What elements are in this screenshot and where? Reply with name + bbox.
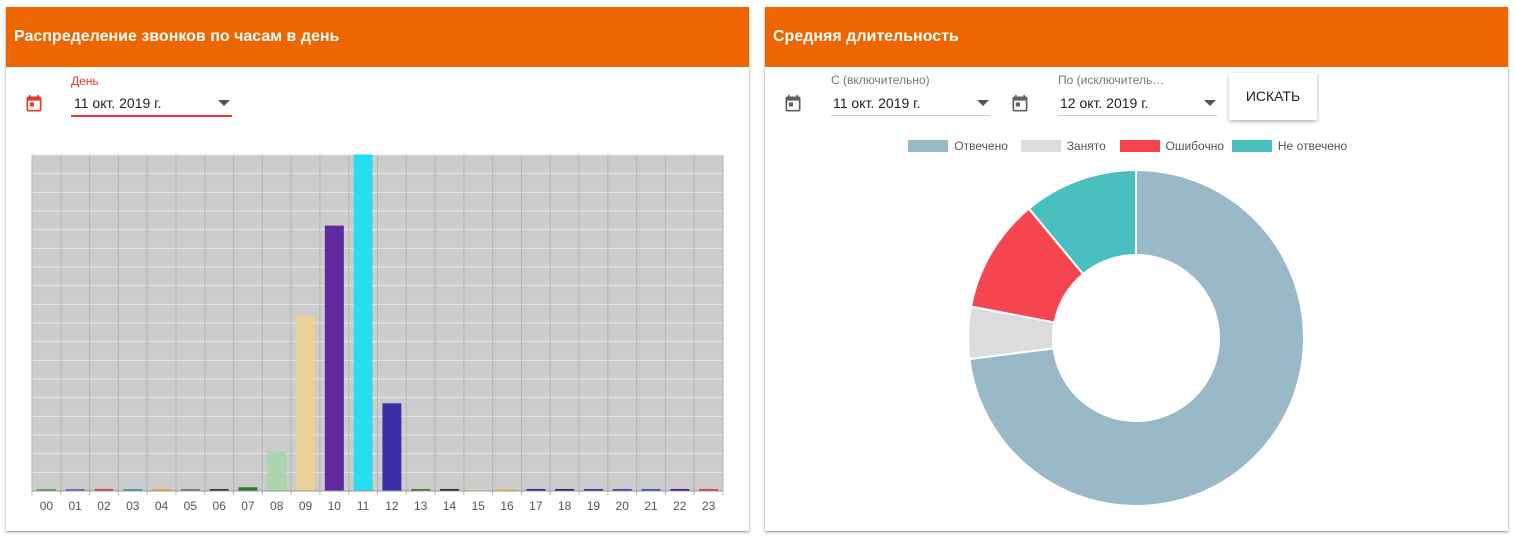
bar-12[interactable] — [382, 403, 402, 492]
x-tick-07: 07 — [241, 499, 255, 513]
x-tick-02: 02 — [97, 499, 111, 513]
x-tick-21: 21 — [644, 499, 658, 513]
to-date-underline — [1058, 115, 1217, 116]
calendar-to-icon[interactable] — [1010, 94, 1030, 114]
x-tick-17: 17 — [529, 499, 543, 513]
bar-09[interactable] — [296, 316, 316, 492]
x-tick-22: 22 — [673, 499, 687, 513]
hourly-calls-title: Распределение звонков по часам в день — [6, 7, 749, 67]
x-tick-12: 12 — [385, 499, 399, 513]
legend-label: Отвечено — [954, 139, 1008, 153]
x-tick-08: 08 — [270, 499, 284, 513]
to-date-value[interactable]: 12 окт. 2019 г. — [1060, 95, 1149, 111]
avg-duration-card: Средняя длительность С (включительно) 11… — [765, 7, 1508, 531]
chevron-down-icon[interactable] — [1204, 100, 1216, 106]
legend-label: Не отвечено — [1277, 139, 1348, 153]
x-tick-11: 11 — [357, 499, 370, 513]
donut-legend: Отвечено Занято Ошибочно Не отвечено — [765, 139, 1508, 155]
hourly-bar-chart: 00 01 02 03 04 05 06 07 08 09 10 11 12 13 14 15 16 17 18 19… — [31, 154, 724, 513]
calendar-from-icon[interactable] — [783, 94, 803, 114]
day-label: День — [71, 74, 99, 88]
x-tick-18: 18 — [558, 499, 572, 513]
avg-duration-donut-chart — [967, 168, 1305, 507]
x-tick-04: 04 — [155, 499, 169, 513]
legend-swatch — [908, 140, 949, 152]
x-tick-03: 03 — [126, 499, 140, 513]
x-tick-10: 10 — [328, 499, 342, 513]
legend-label: Ошибочно — [1165, 139, 1225, 153]
donut-slice-1[interactable] — [968, 168, 1305, 507]
x-tick-00: 00 — [40, 499, 54, 513]
to-date-label: По (исключитель… — [1058, 73, 1165, 87]
x-tick-06: 06 — [212, 499, 226, 513]
x-tick-20: 20 — [616, 499, 630, 513]
legend-label: Занято — [1066, 139, 1106, 153]
bar-08[interactable] — [267, 451, 287, 492]
legend-swatch — [1231, 140, 1272, 152]
x-tick-05: 05 — [184, 499, 198, 513]
x-tick-09: 09 — [299, 499, 313, 513]
day-value[interactable]: 11 окт. 2019 г. — [74, 95, 162, 111]
search-button[interactable]: ИСКАТЬ — [1229, 73, 1317, 120]
legend-swatch — [1119, 140, 1160, 152]
bar-11[interactable] — [353, 154, 373, 492]
bar-10[interactable] — [324, 225, 344, 492]
hourly-calls-card: Распределение звонков по часам в день Де… — [6, 7, 749, 531]
x-tick-14: 14 — [443, 499, 457, 513]
chevron-down-icon[interactable] — [977, 100, 989, 106]
x-tick-23: 23 — [702, 499, 716, 513]
to-date-field[interactable]: По (исключитель… 12 окт. 2019 г. — [1058, 73, 1217, 117]
x-tick-13: 13 — [414, 499, 428, 513]
x-tick-16: 16 — [500, 499, 514, 513]
donut-slice-4[interactable] — [1027, 168, 1137, 276]
from-date-label: С (включительно) — [831, 73, 930, 87]
legend-swatch — [1020, 140, 1061, 152]
calendar-icon[interactable] — [24, 94, 44, 114]
from-date-field[interactable]: С (включительно) 11 окт. 2019 г. — [831, 73, 990, 117]
day-underline — [71, 115, 232, 117]
from-date-underline — [831, 115, 990, 116]
avg-duration-title: Средняя длительность — [765, 7, 1508, 67]
x-tick-01: 01 — [69, 499, 83, 513]
x-tick-15: 15 — [472, 499, 486, 513]
day-field[interactable]: День 11 окт. 2019 г. — [71, 73, 232, 117]
chevron-down-icon[interactable] — [218, 100, 230, 106]
from-date-value[interactable]: 11 окт. 2019 г. — [833, 95, 921, 111]
x-tick-19: 19 — [587, 499, 601, 513]
